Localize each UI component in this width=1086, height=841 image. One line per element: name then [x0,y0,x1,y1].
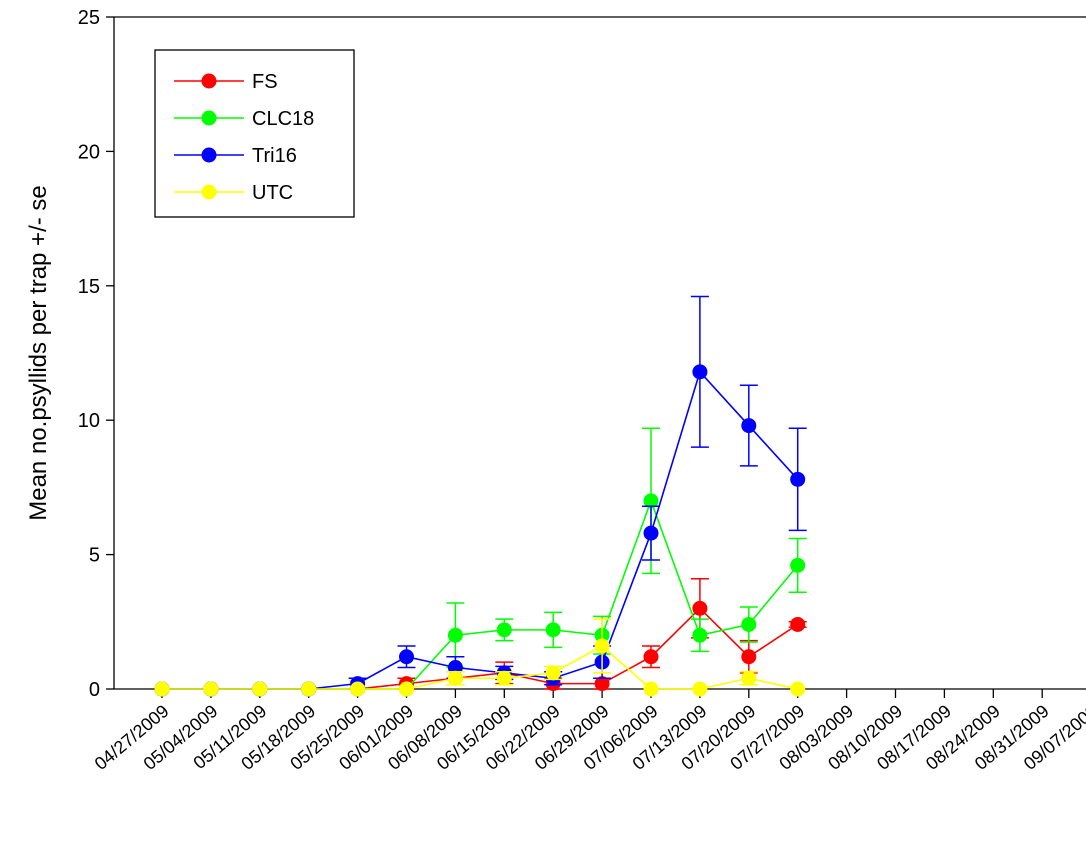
series-group [154,295,807,697]
data-point [643,493,659,509]
series-utc [154,618,806,697]
data-point [496,670,512,686]
data-point [643,525,659,541]
series-clc18 [154,427,807,697]
data-point [350,681,366,697]
data-point [154,681,170,697]
data-point [790,681,806,697]
data-point [301,681,317,697]
data-point [692,364,708,380]
data-point [447,670,463,686]
legend-marker [201,147,217,163]
series-line [162,645,798,690]
legend-marker [201,73,217,89]
data-point [741,616,757,632]
data-point [545,622,561,638]
data-point [790,557,806,573]
series-line [162,498,799,690]
data-point [399,681,414,697]
data-point [741,649,757,665]
legend-marker [201,110,217,126]
y-tick-label: 0 [89,679,100,701]
legend-label: CLC18 [252,108,314,130]
legend-label: FS [252,71,278,93]
data-point [594,638,610,654]
series-tri16 [154,295,807,697]
legend-marker [201,184,217,200]
data-point [643,649,659,665]
series-line [162,607,799,690]
y-tick-label: 15 [78,276,100,298]
legend-box [154,49,355,218]
data-point [692,681,708,697]
y-axis-title: Mean no.psyllids per trap +/- se [25,185,52,521]
data-point [692,600,708,616]
data-point [252,681,268,697]
y-tick-label: 5 [89,545,100,567]
data-point [790,471,806,487]
legend-label: UTC [252,182,293,204]
data-point [496,622,512,638]
y-tick-label: 10 [78,410,100,432]
legend-label: Tri16 [252,145,297,167]
data-point [692,627,708,643]
data-point [545,665,561,681]
y-tick-label: 25 [78,7,100,29]
data-point [447,627,463,643]
data-point [643,681,659,697]
data-point [741,418,757,434]
data-point [399,649,414,665]
data-point [790,616,806,632]
data-point [203,681,219,697]
y-tick-label: 20 [78,141,100,163]
data-point [594,676,610,692]
data-point [741,670,757,686]
legend: FS CLC18 Tri16 UTC [154,49,355,218]
